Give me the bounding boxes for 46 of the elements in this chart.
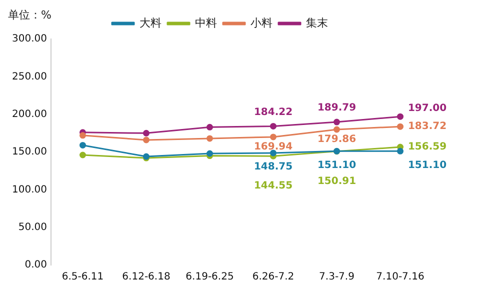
data-label: 183.72 [408, 121, 447, 132]
data-label: 169.94 [254, 142, 293, 153]
x-tick-label: 7.10-7.16 [376, 272, 424, 283]
legend-label: 大料 [140, 16, 162, 30]
data-label: 197.00 [408, 103, 447, 114]
y-tick-label: 150.00 [12, 146, 47, 158]
y-axis-title: 单位：% [8, 8, 52, 22]
point [79, 152, 86, 158]
point [270, 134, 276, 140]
data-label: 156.59 [408, 142, 447, 153]
data-label: 184.22 [254, 106, 293, 118]
data-label: 189.79 [317, 102, 356, 114]
point [79, 142, 86, 148]
data-label: 151.10 [408, 160, 447, 171]
point [334, 126, 340, 133]
x-tick-label: 6.26-7.2 [252, 272, 294, 283]
y-tick-label: 300.00 [12, 34, 47, 45]
data-label: 151.10 [317, 160, 356, 171]
point [397, 148, 404, 154]
y-tick-label: 100.00 [12, 184, 47, 196]
legend-label: 小料 [250, 16, 272, 30]
point [206, 124, 213, 130]
legend-label: 集末 [306, 16, 328, 30]
y-tick-label: 250.00 [12, 71, 47, 82]
x-tick-label: 6.12-6.18 [122, 272, 170, 283]
point [397, 113, 404, 120]
point [334, 118, 340, 126]
point [270, 122, 276, 130]
y-tick-label: 50.00 [18, 222, 47, 233]
point [206, 135, 213, 142]
legend-label: 中料 [195, 16, 217, 30]
point [270, 150, 276, 156]
point [142, 136, 150, 144]
data-label: 144.55 [254, 180, 293, 192]
y-tick-label: 0.00 [24, 260, 47, 271]
y-tick-label: 200.00 [12, 108, 47, 120]
point [142, 130, 150, 136]
data-label: 179.86 [317, 134, 356, 146]
point [397, 123, 404, 130]
x-tick-label: 7.3-7.9 [319, 272, 354, 283]
x-tick-label: 6.19-6.25 [186, 272, 234, 283]
point [79, 132, 86, 139]
x-tick-label: 6.5-6.11 [62, 272, 104, 283]
data-label: 150.91 [317, 176, 356, 187]
data-label: 148.75 [254, 162, 293, 173]
point [206, 150, 213, 157]
